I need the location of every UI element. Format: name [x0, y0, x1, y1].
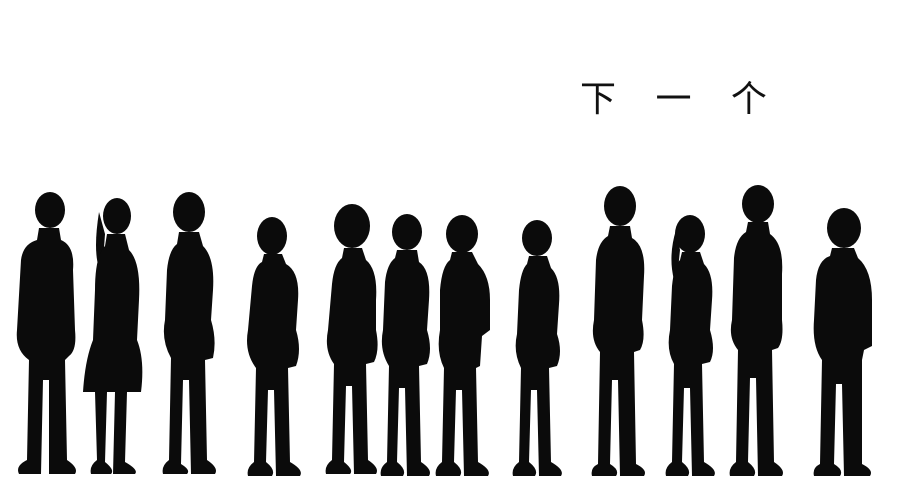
- person-silhouette-12: [813, 208, 872, 476]
- person-silhouette-1: [16, 192, 76, 474]
- person-silhouette-2: [83, 198, 143, 474]
- person-silhouette-9: [591, 186, 645, 476]
- person-silhouette-3: [162, 192, 216, 474]
- person-silhouette-11: [729, 185, 783, 476]
- person-silhouette-4: [247, 217, 301, 476]
- person-silhouette-10: [665, 215, 715, 476]
- person-silhouette-8: [512, 220, 562, 476]
- person-silhouette-5: [325, 204, 378, 474]
- person-silhouette-7: [435, 215, 490, 476]
- next-caption: 下 一 个: [580, 79, 781, 120]
- person-silhouette-6: [380, 214, 430, 476]
